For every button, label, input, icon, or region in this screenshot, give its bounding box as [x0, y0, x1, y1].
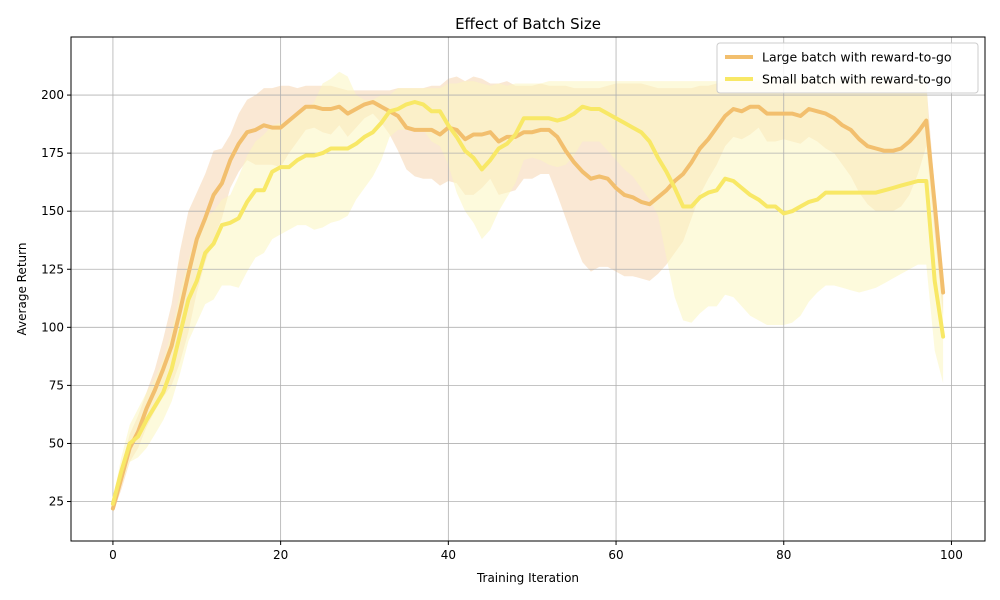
y-tick-label: 150 [41, 204, 64, 218]
y-axis-ticks: 25 50 75 100 125 150 175 200 [41, 88, 71, 509]
y-tick-label: 75 [49, 378, 64, 392]
x-tick-label: 60 [608, 548, 623, 562]
legend: Large batch with reward-to-go Small batch… [716, 42, 979, 94]
line-series-2 [110, 100, 946, 506]
series-lines [110, 100, 946, 511]
x-tick-label: 80 [776, 548, 791, 562]
y-tick-label: 125 [41, 262, 64, 276]
x-axis-label: Training Iteration [476, 571, 579, 585]
legend-box [716, 42, 979, 94]
y-tick-label: 25 [49, 495, 64, 509]
line-series-1 [110, 100, 946, 511]
x-tick-label: 100 [940, 548, 963, 562]
x-tick-label: 20 [273, 548, 288, 562]
confidence-bands [112, 71, 944, 514]
gridlines [71, 37, 985, 541]
x-tick-label: 0 [109, 548, 117, 562]
y-tick-label: 175 [41, 146, 64, 160]
y-axis-label: Average Return [15, 243, 29, 336]
legend-label-1: Large batch with reward-to-go [762, 50, 952, 65]
x-axis-ticks: 0 20 40 60 80 100 [109, 541, 963, 562]
chart-title: Effect of Batch Size [455, 15, 601, 33]
y-tick-label: 50 [49, 436, 64, 450]
y-tick-label: 200 [41, 88, 64, 102]
y-tick-label: 100 [41, 320, 64, 334]
plot-frame [70, 36, 986, 542]
legend-label-2: Small batch with reward-to-go [762, 72, 951, 87]
x-tick-label: 40 [441, 548, 456, 562]
